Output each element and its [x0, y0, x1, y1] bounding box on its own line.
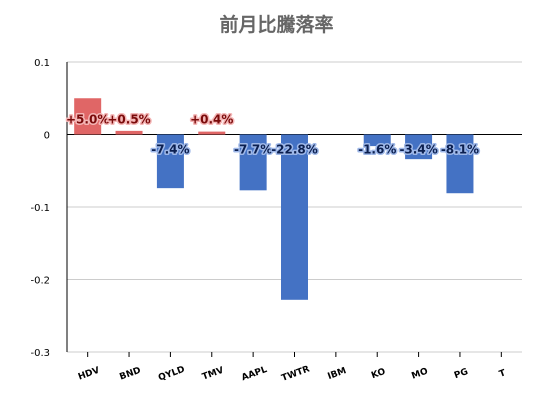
- data-label: -3.4%: [399, 143, 437, 157]
- x-tick-label: BND: [118, 366, 142, 383]
- x-tick-label: PG: [453, 367, 470, 381]
- x-tick-label: AAPL: [240, 365, 268, 383]
- x-tick-label: KO: [370, 367, 387, 381]
- bar: [446, 134, 474, 194]
- data-label: +0.5%: [107, 113, 150, 127]
- bar: [156, 134, 184, 189]
- bar: [74, 98, 102, 135]
- x-tick-labels: HDV BND QYLD TMV AAPL TWTR IBM KO MO PG T: [77, 364, 508, 383]
- y-tick-label: 0: [44, 131, 50, 142]
- y-tick-label: -0.2: [30, 276, 50, 287]
- bar: [281, 134, 308, 300]
- x-tick-label: QYLD: [157, 365, 186, 384]
- bar: [239, 134, 267, 191]
- chart-title: 前月比騰落率: [219, 14, 334, 36]
- axes: [66, 62, 502, 357]
- data-label: +0.4%: [190, 113, 233, 127]
- bar: [363, 134, 391, 147]
- data-labels: +5.0%+0.5% -7.4% +0.4% -7.7%-22.8% -1.6% -3.4…: [65, 111, 481, 158]
- y-tick-label: 0.1: [34, 58, 50, 69]
- x-tick-label: MO: [410, 366, 429, 381]
- data-label: +5.0%: [66, 113, 109, 127]
- x-tick-label: TWTR: [280, 364, 311, 383]
- bar: [405, 134, 433, 160]
- data-label: -7.7%: [234, 143, 272, 157]
- bars: [74, 98, 474, 300]
- y-tick-label: -0.3: [30, 348, 50, 359]
- data-label: -7.4%: [151, 143, 189, 157]
- data-label: -22.8%: [271, 143, 318, 157]
- x-tick-label: TMV: [201, 366, 225, 383]
- x-tick-label: T: [498, 368, 508, 380]
- y-tick-labels: 0.1 0 -0.1 -0.2 -0.3: [30, 58, 50, 359]
- data-label: -8.1%: [441, 143, 479, 157]
- y-tick-label: -0.1: [30, 203, 50, 214]
- data-label: -1.6%: [358, 143, 396, 157]
- x-tick-label: HDV: [77, 366, 101, 383]
- x-tick-label: IBM: [326, 366, 347, 382]
- bar: [198, 131, 226, 135]
- bar: [115, 130, 143, 135]
